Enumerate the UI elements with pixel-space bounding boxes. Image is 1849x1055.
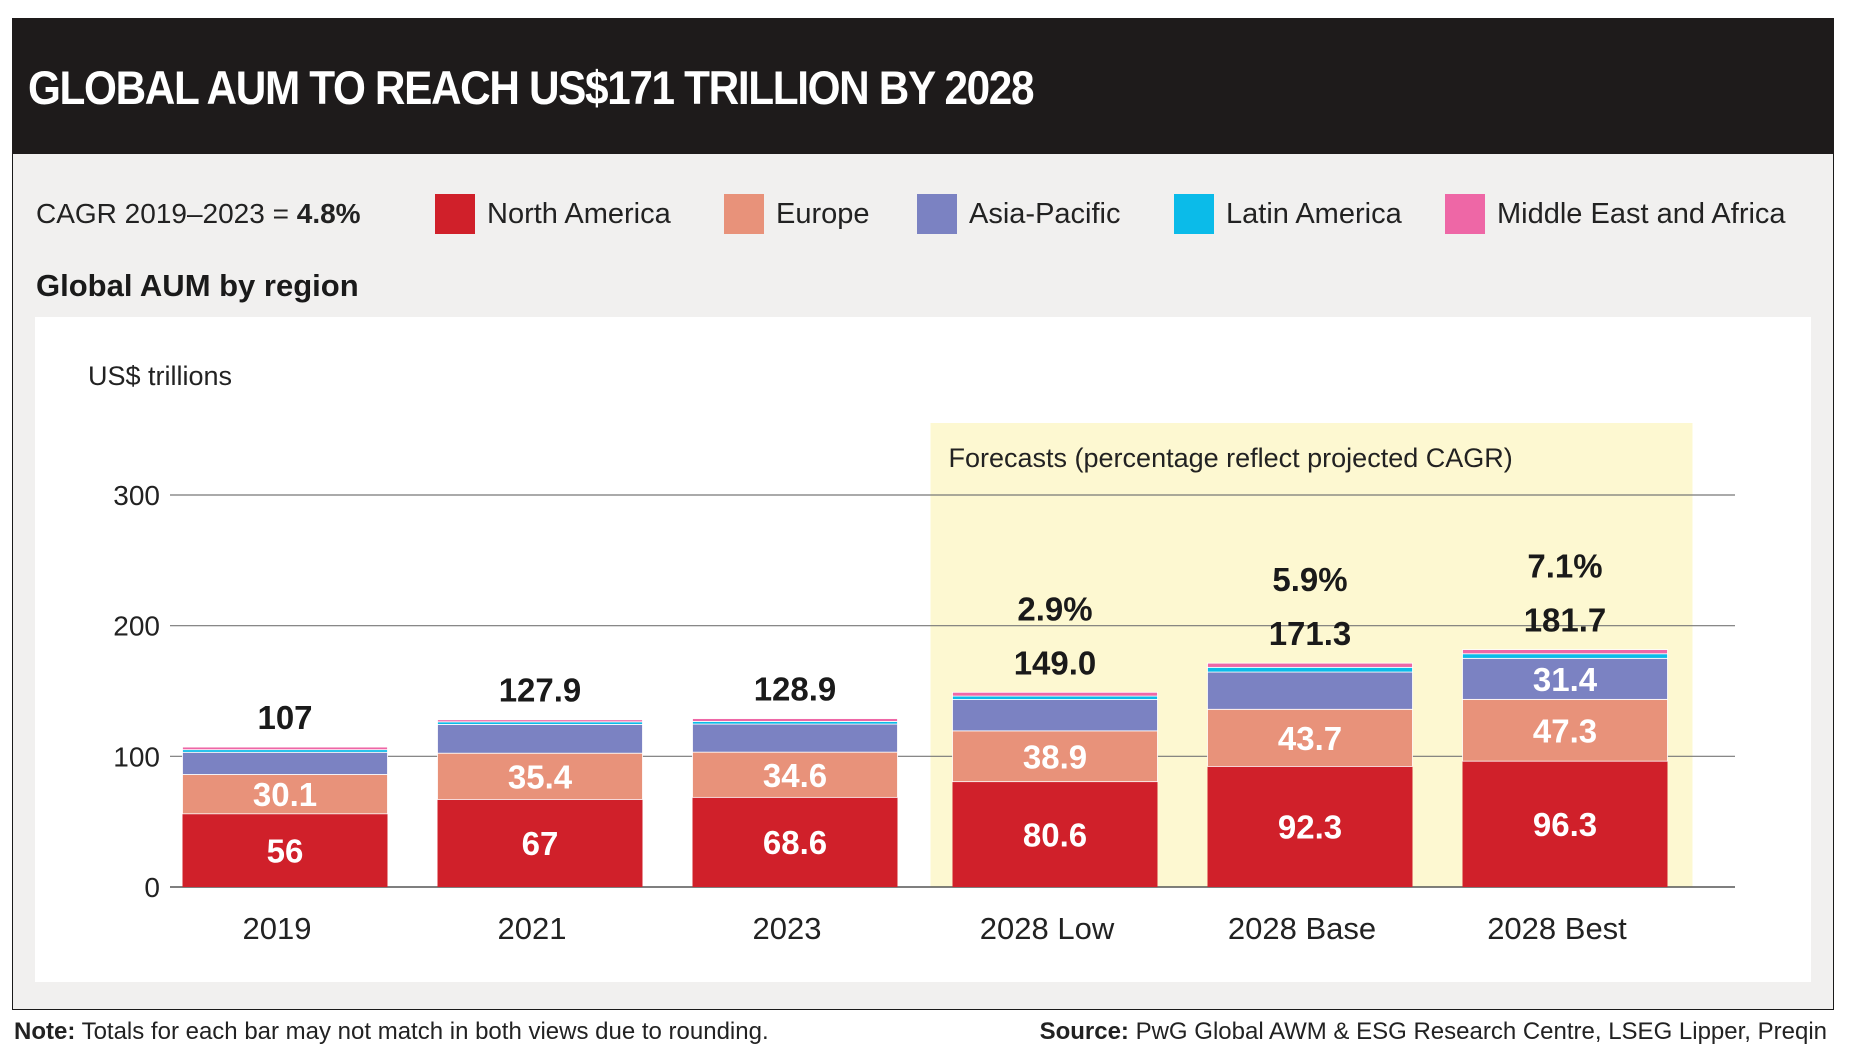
legend-label: Europe	[776, 197, 870, 230]
bar-segment	[182, 746, 388, 751]
bar-segment	[437, 799, 643, 887]
bar-segment	[952, 699, 1158, 732]
y-axis-ticks: 0 100 200 300	[113, 480, 160, 903]
bar-segment	[1207, 662, 1413, 668]
footer-source: Source: PwG Global AWM & ESG Research Ce…	[1040, 1018, 1827, 1046]
segment-label: 43.7	[1278, 720, 1342, 757]
legend-swatch	[724, 194, 764, 234]
legend-swatch	[435, 194, 475, 234]
cagr-label: 2.9%	[1017, 590, 1092, 627]
legend-label: North America	[487, 197, 671, 230]
bar-labels: 56 30.1 107 67 35.4 127.9 68.6 34.6 128.9 80.6 38.…	[253, 548, 1606, 870]
segment-label: 67	[522, 825, 559, 862]
legend-swatch	[917, 194, 957, 234]
segment-label: 80.6	[1023, 816, 1087, 853]
x-axis-ticks: 2019 2021 2023 2028 Low 2028 Base 2028 Best	[243, 911, 1628, 946]
segment-label: 34.6	[763, 757, 827, 794]
bar-segment	[952, 730, 1158, 783]
segment-label: 96.3	[1533, 806, 1597, 843]
legend-asia-pacific: Asia-Pacific	[917, 192, 1121, 236]
segment-label: 30.1	[253, 776, 317, 813]
bar-segment	[1462, 657, 1668, 700]
bar-segment	[182, 813, 388, 887]
total-label: 149.0	[1014, 644, 1097, 681]
segment-label: 92.3	[1278, 809, 1342, 846]
cagr-label: CAGR 2019–2023 =	[36, 198, 297, 229]
segment-label: 68.6	[763, 824, 827, 861]
legend-middle-east-africa: Middle East and Africa	[1445, 192, 1786, 236]
source-label: Source:	[1039, 1018, 1129, 1045]
x-tick-label: 2028 Base	[1228, 911, 1376, 946]
legend-label: Asia-Pacific	[969, 197, 1121, 230]
cagr-text: CAGR 2019–2023 = 4.8%	[36, 198, 361, 230]
segment-label: 31.4	[1533, 661, 1598, 698]
bar-segment	[182, 774, 388, 815]
x-tick-label: 2021	[498, 911, 567, 946]
legend-europe: Europe	[724, 192, 870, 236]
bar-segment	[1462, 761, 1668, 887]
x-tick-label: 2028 Best	[1487, 911, 1627, 946]
total-label: 171.3	[1269, 615, 1352, 652]
bar-segment	[1462, 653, 1668, 659]
cagr-label: 7.1%	[1527, 548, 1602, 585]
y-tick-label: 200	[113, 611, 160, 642]
forecast-label: Forecasts (percentage reflect projected …	[949, 443, 1513, 473]
cagr-value: 4.8%	[296, 198, 361, 229]
legend-north-america: North America	[435, 192, 671, 236]
bar-segment	[692, 723, 898, 753]
total-label: 127.9	[499, 672, 582, 709]
segment-label: 56	[267, 832, 304, 869]
y-axis-label: US$ trillions	[88, 361, 232, 391]
segment-label: 38.9	[1023, 738, 1087, 775]
bar-segment	[1207, 666, 1413, 673]
bar-segment	[437, 752, 643, 800]
bar-segment	[692, 797, 898, 887]
total-label: 107	[257, 699, 312, 736]
bar-segment	[1462, 698, 1668, 762]
legend-label: Latin America	[1226, 197, 1402, 230]
legend-label: Middle East and Africa	[1497, 197, 1786, 230]
x-tick-label: 2028 Low	[980, 911, 1115, 946]
y-tick-label: 100	[113, 741, 160, 772]
bar-segment	[952, 695, 1158, 700]
segment-label: 47.3	[1533, 712, 1597, 749]
y-tick-label: 0	[144, 872, 160, 903]
x-tick-label: 2023	[753, 911, 822, 946]
bar-segment	[437, 724, 643, 754]
plot-area: Forecasts (percentage reflect projected …	[35, 317, 1811, 982]
x-tick-label: 2019	[243, 911, 312, 946]
footer-note: Note: Totals for each bar may not match …	[14, 1018, 769, 1046]
bar-segment	[1207, 671, 1413, 710]
chart-subtitle: Global AUM by region	[36, 268, 359, 303]
total-label: 128.9	[754, 671, 837, 708]
bar-segment	[692, 718, 898, 722]
bar-segment	[1462, 649, 1668, 655]
legend-swatch	[1174, 194, 1214, 234]
chart-title: GLOBAL AUM TO REACH US$171 TRILLION BY 2…	[28, 61, 1035, 114]
note-text: Totals for each bar may not match in bot…	[81, 1018, 769, 1045]
bar-chart: Forecasts (percentage reflect projected …	[88, 361, 1735, 946]
legend-swatch	[1445, 194, 1485, 234]
bar-segment	[182, 751, 388, 775]
segment-label: 35.4	[508, 758, 573, 795]
bar-segment	[437, 719, 643, 723]
note-label: Note:	[14, 1018, 76, 1045]
header-bar: GLOBAL AUM TO REACH US$171 TRILLION BY 2…	[12, 18, 1834, 154]
bar-segment	[1207, 766, 1413, 887]
y-tick-label: 300	[113, 480, 160, 511]
cagr-label: 5.9%	[1272, 561, 1347, 598]
bar-segment	[952, 691, 1158, 697]
legend-latin-america: Latin America	[1174, 192, 1402, 236]
source-text: PwG Global AWM & ESG Research Centre, LS…	[1135, 1018, 1827, 1045]
bars	[182, 649, 1668, 887]
total-label: 181.7	[1524, 602, 1607, 639]
bar-segment	[952, 781, 1158, 887]
